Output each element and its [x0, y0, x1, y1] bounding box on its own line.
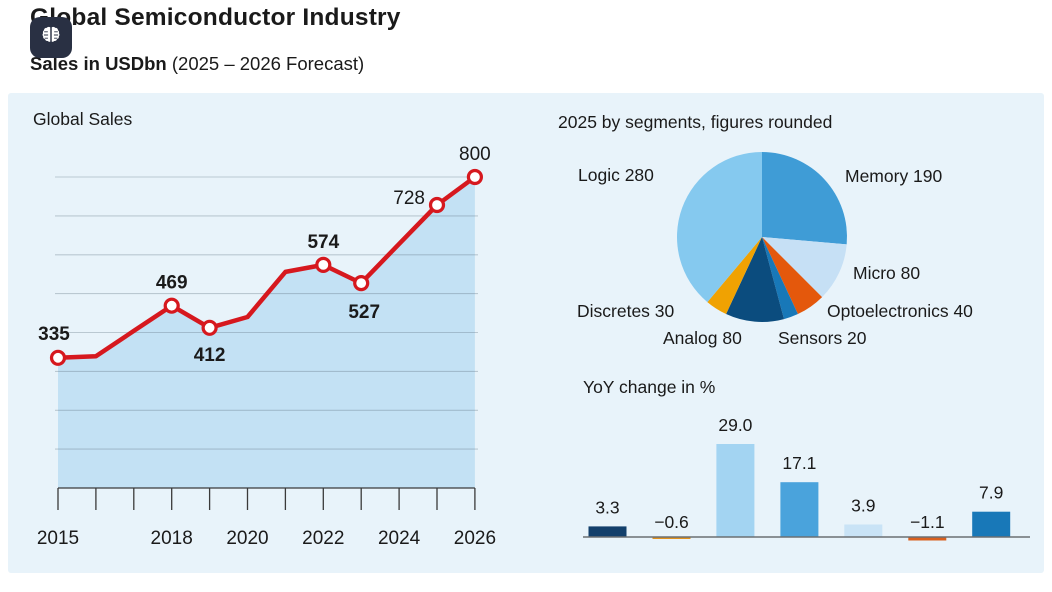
bar-label-5: −1.1 — [910, 512, 945, 532]
bar-3 — [780, 482, 819, 537]
pie-slice-micro — [762, 237, 847, 298]
pie-label-optoelectronics: Optoelectronics 40 — [827, 301, 973, 321]
value-label-2022: 574 — [307, 232, 339, 253]
charts-canvas: 335 469 412 574 527 728 800 2015 2018 2020 2022 202… — [37, 144, 1030, 549]
bar-2 — [716, 444, 755, 537]
x-axis — [57, 487, 476, 510]
pie-slice-analog — [726, 237, 784, 322]
data-point-2019 — [201, 319, 218, 336]
pie-slice-logic — [677, 152, 762, 303]
data-point-2022 — [315, 256, 332, 273]
dashboard-panel: Global Sales 2025 by segments, figures r… — [8, 93, 1044, 573]
bar-5 — [908, 537, 947, 541]
bar-chart-title: YoY change in % — [583, 377, 716, 397]
brain-icon — [40, 25, 62, 50]
pie-label-memory: Memory 190 — [845, 166, 943, 186]
bar-label-3: 17.1 — [782, 453, 816, 473]
x-tick-label-2022: 2022 — [302, 528, 344, 549]
page-title: Global Semiconductor Industry — [30, 4, 401, 31]
pie-label-micro: Micro 80 — [853, 263, 920, 283]
pie-slice-sensors — [762, 237, 798, 320]
bar-label-0: 3.3 — [595, 497, 619, 517]
value-label-2023: 527 — [348, 302, 380, 323]
pie-label-logic: Logic 280 — [578, 165, 654, 185]
subtitle-rest: (2025 – 2026 Forecast) — [171, 53, 365, 74]
pie-slice-optoelectronics — [762, 237, 823, 315]
pie-slice-discretes — [707, 237, 762, 315]
pie-chart-title: 2025 by segments, figures rounded — [558, 112, 833, 132]
logo-badge — [30, 17, 72, 58]
sales-line — [55, 174, 478, 361]
data-point-2025 — [428, 196, 446, 214]
pie-label-sensors: Sensors 20 — [778, 328, 867, 348]
bar-6 — [972, 511, 1011, 537]
data-point-2026 — [466, 168, 483, 186]
bar-label-4: 3.9 — [851, 496, 875, 516]
x-tick-label-2026: 2026 — [454, 528, 496, 549]
pie-label-analog: Analog 80 — [663, 328, 742, 348]
value-label-2026: 800 — [459, 144, 491, 165]
pie-slice-memory — [762, 152, 848, 245]
bar-4 — [844, 524, 883, 537]
x-tick-label-2015: 2015 — [37, 528, 79, 549]
value-label-2025: 728 — [393, 188, 425, 209]
subtitle-bold: Sales in USDbn — [30, 53, 167, 74]
page-subtitle: Sales in USDbn (2025 – 2026 Forecast) — [30, 53, 364, 75]
bar-0 — [588, 526, 627, 537]
bar-label-6: 7.9 — [979, 483, 1003, 503]
bar-label-2: 29.0 — [718, 415, 752, 435]
value-label-2015: 335 — [38, 324, 70, 345]
bar-1 — [652, 537, 691, 539]
x-tick-label-2020: 2020 — [226, 528, 268, 549]
data-point-2023 — [353, 275, 370, 292]
pie-label-discretes: Discretes 30 — [577, 301, 675, 321]
data-point-2015 — [49, 349, 67, 366]
data-point-2018 — [163, 297, 180, 314]
value-label-2019: 412 — [194, 345, 226, 366]
bar-chart: 3.3 −0.6 29.0 17.1 3.9 −1.1 7.9 — [583, 415, 1030, 541]
line-chart-title: Global Sales — [33, 109, 133, 129]
sales-area-fill — [58, 177, 475, 488]
x-tick-label-2018: 2018 — [151, 528, 193, 549]
bar-label-1: −0.6 — [654, 512, 689, 532]
pie-chart: Memory 190 Micro 80 Optoelectronics 40 Sens… — [577, 152, 973, 348]
x-tick-label-2024: 2024 — [378, 528, 421, 549]
line-chart: 335 469 412 574 527 728 800 2015 2018 2020 2022 202… — [37, 144, 496, 549]
value-label-2018: 469 — [156, 273, 188, 294]
